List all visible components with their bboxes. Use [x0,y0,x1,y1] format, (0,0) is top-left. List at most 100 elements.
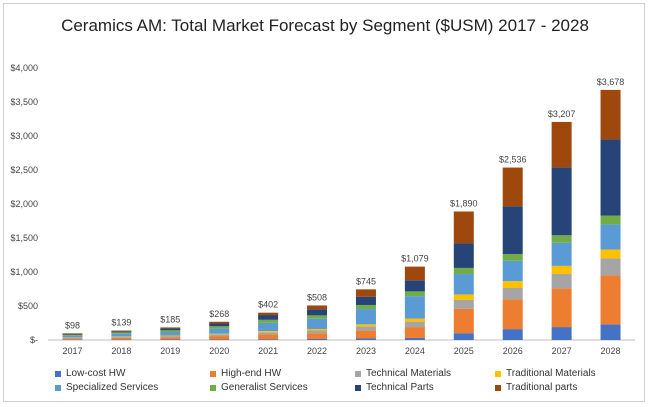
bar-segment [62,333,83,335]
bar-segment [307,315,328,319]
bar-segment [502,299,523,330]
bar-segment [355,330,376,339]
bar-segment [404,337,425,340]
legend-label: High-end HW [221,368,282,379]
bar-segment [404,280,425,292]
y-tick-label: $3,000 [10,131,38,141]
bar-segment [111,337,132,340]
bar-segment [160,331,181,336]
bar-segment [111,331,132,333]
bar-segment [551,274,572,289]
y-tick-label: $500 [18,301,38,311]
bar-segment [307,309,328,316]
bar-segment [258,319,279,323]
bar-segment [404,291,425,297]
bar-segment [453,308,474,334]
bar-segment [502,167,523,207]
bar-segment [62,334,83,336]
x-tick-label: 2023 [356,346,376,356]
total-label: $745 [356,276,376,286]
legend-swatch [210,384,216,391]
legend-swatch [355,384,361,391]
bar-segment [600,275,621,325]
bar-segment [160,336,181,338]
total-label: $402 [258,300,278,310]
bar-segment [355,326,376,331]
bar-segment [502,281,523,288]
bar-segment [307,305,328,310]
bar-segment [551,235,572,243]
legend-label: Generalist Services [221,382,308,393]
bar-segment [502,206,523,254]
bar-segment [453,333,474,340]
bar-segment [258,339,279,340]
bar-segment [307,318,328,329]
bar-segment [551,288,572,328]
bar-segment [111,330,132,332]
y-tick-label: $2,000 [10,199,38,209]
bar-segment [307,333,328,339]
y-tick-label: $3,500 [10,97,38,107]
legend-item: Specialized Services [55,382,158,393]
legend-label: Low-cost HW [66,368,126,379]
bar-segment [111,336,132,338]
bar-segment [600,215,621,225]
bar-segment [355,289,376,297]
legend-item: Technical Materials [355,368,451,379]
bar-segment [404,296,425,319]
bar-segment [453,267,474,275]
chart-title: Ceramics AM: Total Market Forecast by Se… [61,16,589,35]
x-tick-label: 2018 [111,346,131,356]
bar-segment [160,335,181,337]
x-tick-label: 2022 [307,346,327,356]
total-label: $3,678 [597,77,625,87]
x-tick-label: 2028 [601,346,621,356]
bar-segment [62,337,83,339]
bar-segment [600,324,621,340]
legend-label: Specialized Services [66,382,159,393]
bar-segment [62,335,83,338]
bar-segment [258,322,279,332]
legend-item: Traditional parts [495,382,577,393]
bar-segment [209,321,230,324]
x-tick-label: 2025 [454,346,474,356]
bar-segment [258,312,279,316]
bar-segment [551,265,572,275]
legend-swatch [55,370,61,377]
bar-segment [355,304,376,310]
bar-segment [453,274,474,295]
bar-segment [111,333,132,337]
bar-segment [209,333,230,335]
x-tick-label: 2020 [209,346,229,356]
total-label: $508 [307,292,327,302]
bar-segment [600,249,621,259]
total-label: $2,536 [499,155,527,165]
bar-segment [404,266,425,281]
bar-segment [62,333,83,334]
bar-segment [209,326,230,329]
y-tick-label: $1,000 [10,267,38,277]
bar-segment [453,211,474,244]
x-tick-label: 2026 [503,346,523,356]
total-label: $98 [65,320,80,330]
bar-segment [600,139,621,216]
bar-segment [209,336,230,340]
y-tick-label: $1,500 [10,233,38,243]
bar-segment [600,258,621,276]
x-tick-label: 2024 [405,346,425,356]
total-label: $1,890 [450,198,478,208]
legend-item: Traditional Materials [495,368,596,379]
bar-segment [404,321,425,328]
bar-segment [551,242,572,266]
bar-segment [551,121,572,168]
bar-segment [62,338,83,340]
bar-segment [453,294,474,300]
bar-segment [355,338,376,340]
x-tick-label: 2017 [62,346,82,356]
bar-segment [502,253,523,261]
bar-segment [209,328,230,334]
bar-segment [160,328,181,331]
bar-segment [404,327,425,338]
legend-item: High-end HW [210,368,281,379]
